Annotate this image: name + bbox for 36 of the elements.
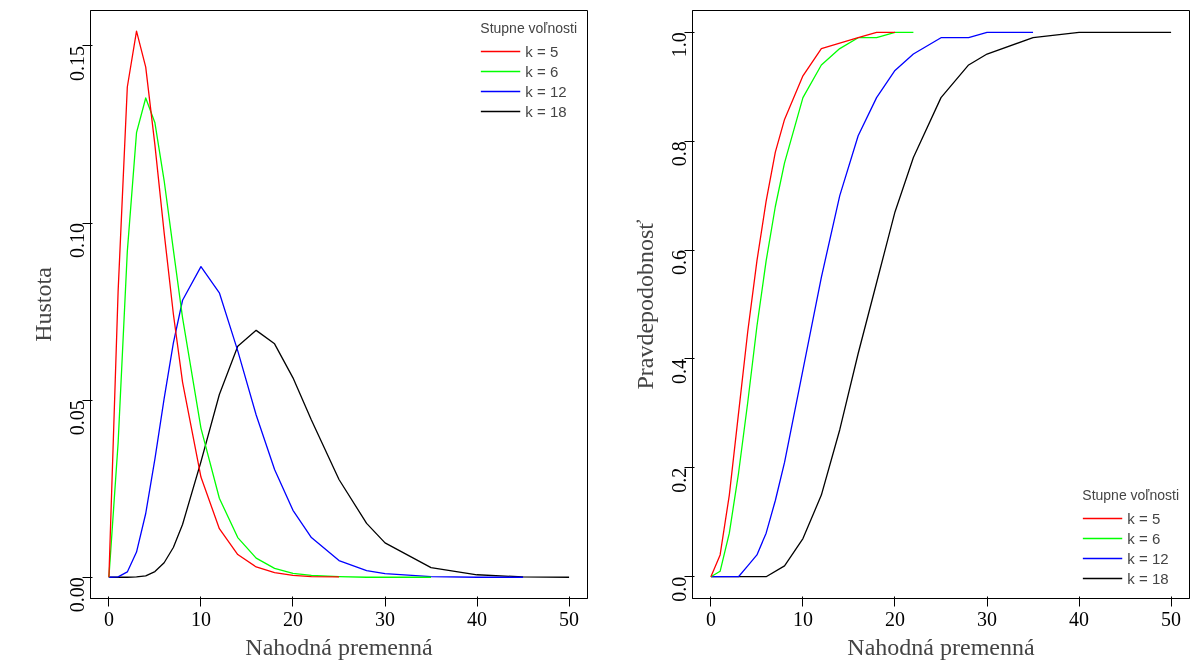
x-tick-label: 20 <box>884 607 905 630</box>
legend-label: k = 12 <box>525 82 567 100</box>
y-axis-title: Hustota <box>29 266 56 342</box>
x-tick-label: 10 <box>792 607 813 630</box>
x-tick-label: 50 <box>559 607 580 630</box>
y-tick-label: 1.0 <box>668 32 691 58</box>
x-tick-label: 50 <box>1161 607 1182 630</box>
legend-label: k = 12 <box>1127 549 1169 567</box>
x-tick-label: 10 <box>190 607 211 630</box>
x-tick-label: 40 <box>1069 607 1090 630</box>
x-axis-title: Nahodná premenná <box>847 633 1035 660</box>
x-tick-label: 0 <box>705 607 716 630</box>
legend-title: Stupne voľnosti <box>480 20 577 36</box>
legend-title: Stupne voľnosti <box>1082 487 1179 503</box>
x-tick-label: 40 <box>467 607 488 630</box>
x-tick-label: 30 <box>977 607 998 630</box>
y-tick-label: 0.00 <box>66 577 89 613</box>
y-tick-label: 0.0 <box>668 576 691 602</box>
y-tick-label: 0.6 <box>668 250 691 276</box>
legend-label: k = 5 <box>1127 509 1161 527</box>
y-tick-label: 0.05 <box>66 400 89 436</box>
x-tick-label: 20 <box>282 607 303 630</box>
legend-label: k = 6 <box>525 62 559 80</box>
y-tick-label: 0.10 <box>66 223 89 259</box>
legend-label: k = 5 <box>525 42 559 60</box>
legend-label: k = 6 <box>1127 529 1161 547</box>
y-tick-label: 0.8 <box>668 141 691 167</box>
y-tick-label: 0.15 <box>66 45 89 81</box>
x-axis-title: Nahodná premenná <box>245 633 433 660</box>
y-tick-label: 0.2 <box>668 467 691 493</box>
x-tick-label: 0 <box>103 607 114 630</box>
legend-label: k = 18 <box>525 102 567 120</box>
x-tick-label: 30 <box>375 607 396 630</box>
y-tick-label: 0.4 <box>668 358 691 384</box>
y-axis-title: Pravdepodobnosť <box>631 219 658 390</box>
legend-label: k = 18 <box>1127 569 1169 587</box>
